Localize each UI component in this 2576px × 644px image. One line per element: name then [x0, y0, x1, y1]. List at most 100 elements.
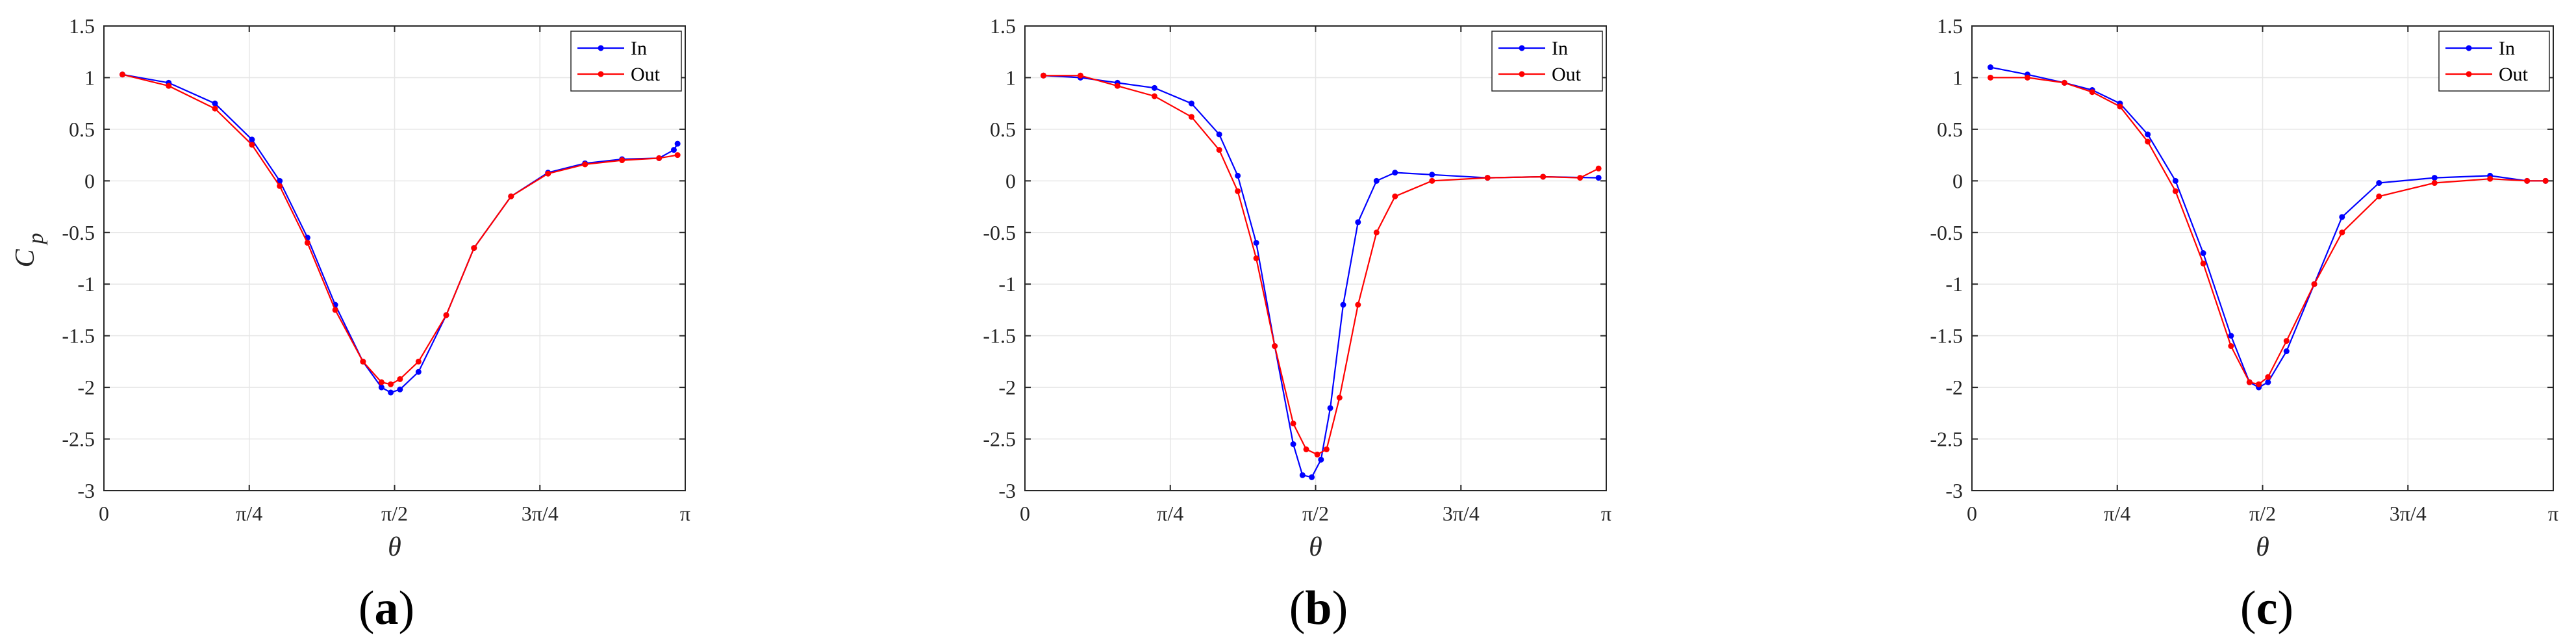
data-point-out	[674, 152, 681, 159]
series-line-in	[1043, 75, 1599, 478]
data-point-out	[2311, 281, 2317, 287]
data-point-out	[332, 307, 338, 313]
data-point-in	[2283, 348, 2290, 354]
data-point-in	[1340, 302, 1346, 308]
data-point-in	[1309, 474, 1315, 480]
y-tick-label: 1	[84, 66, 95, 89]
legend: In Out	[2438, 31, 2550, 92]
y-tick-label: 0	[1005, 169, 1016, 192]
data-point-in	[1253, 240, 1259, 246]
data-point-out	[1484, 175, 1491, 181]
data-point-out	[2376, 193, 2382, 200]
legend-label-out: Out	[1552, 64, 1582, 85]
data-point-out	[1577, 175, 1584, 181]
data-point-out	[1114, 83, 1120, 89]
data-point-out	[1253, 255, 1259, 261]
legend: In Out	[1491, 31, 1603, 92]
data-point-in	[1188, 100, 1194, 107]
y-tick-label: -2.5	[1930, 428, 1963, 451]
y-tick-label: -0.5	[62, 221, 95, 244]
x-tick-label: π	[1601, 502, 1611, 525]
panel-label: (b)	[1289, 582, 1348, 635]
y-tick-label: -3	[998, 479, 1016, 502]
y-tick-label: -2	[998, 376, 1016, 399]
data-point-in	[415, 368, 422, 375]
y-tick-label: 0.5	[69, 118, 95, 141]
data-point-out	[1323, 446, 1330, 452]
x-tick-label: π/2	[1302, 502, 1329, 525]
data-point-out	[1429, 177, 1435, 184]
data-point-in	[212, 100, 218, 107]
legend-box	[570, 31, 682, 92]
data-point-out	[119, 71, 125, 78]
legend-label-in: In	[1552, 38, 1568, 59]
legend-label-in: In	[2499, 38, 2515, 59]
y-tick-label: -2.5	[983, 428, 1016, 451]
y-axis-label-subscript: p	[24, 233, 48, 246]
data-point-out	[2172, 188, 2178, 194]
x-tick-label: 3π/4	[2390, 502, 2427, 525]
y-tick-label: 0.5	[990, 118, 1016, 141]
y-tick-label: -0.5	[1930, 221, 1963, 244]
data-point-out	[2256, 381, 2262, 387]
series-line-out	[1990, 77, 2546, 385]
data-point-out	[249, 142, 255, 148]
data-point-in	[1595, 175, 1602, 181]
legend: In Out	[570, 31, 682, 92]
data-point-out	[1336, 394, 1343, 401]
data-point-out	[166, 83, 172, 89]
data-point-out	[508, 193, 514, 200]
data-point-in	[397, 386, 403, 393]
legend-label-out: Out	[2499, 64, 2529, 85]
data-point-in	[2145, 131, 2151, 138]
data-point-out	[2524, 177, 2531, 184]
data-point-in	[1318, 456, 1324, 463]
series-line-out	[1043, 75, 1599, 456]
data-point-out	[2117, 103, 2123, 110]
data-point-out	[2145, 138, 2151, 145]
data-point-in	[2200, 250, 2206, 257]
data-point-out	[2265, 374, 2271, 380]
data-point-out	[1077, 72, 1083, 79]
legend-marker-in	[1519, 45, 1525, 51]
data-point-out	[1540, 174, 1547, 180]
data-point-out	[1235, 188, 1241, 194]
data-point-in	[2431, 175, 2438, 181]
data-point-out	[2487, 175, 2494, 182]
data-point-out	[1216, 147, 1222, 153]
data-point-out	[1355, 302, 1361, 308]
y-tick-label: -1	[1945, 272, 1963, 296]
series-out	[1987, 74, 2549, 387]
y-tick-label: 1.5	[69, 14, 95, 38]
y-tick-label: -3	[1945, 479, 1963, 502]
y-tick-label: 1.5	[1937, 14, 1963, 38]
data-point-in	[2228, 333, 2234, 339]
data-point-out	[1290, 420, 1296, 427]
data-point-in	[670, 147, 677, 153]
x-tick-label: 0	[1020, 502, 1030, 525]
data-point-out	[1040, 72, 1046, 79]
legend-marker-out	[2466, 71, 2472, 77]
y-tick-label: -1.5	[983, 324, 1016, 348]
data-point-out	[2061, 79, 2067, 86]
data-point-out	[2024, 74, 2030, 81]
series-out	[1040, 72, 1602, 457]
series-in	[1987, 64, 2549, 391]
x-tick-label: π/2	[2249, 502, 2276, 525]
data-point-out	[656, 155, 663, 161]
series-line-in	[1990, 66, 2546, 389]
data-point-in	[378, 384, 385, 391]
x-tick-label: 0	[1967, 502, 1977, 525]
data-point-out	[1595, 165, 1602, 172]
data-point-out	[378, 379, 385, 385]
data-point-in	[1151, 84, 1157, 91]
chart-panel-c: 0 π/4 π/2 3π/4 π 1.5 1 0.5 0 -0.5 -1 -1.5 -2 -2.5 -3 θ I…	[1930, 14, 2558, 635]
y-tick-label: 0.5	[1937, 118, 1963, 141]
data-point-out	[304, 240, 310, 246]
data-point-in	[2339, 214, 2345, 220]
data-point-in	[2376, 180, 2382, 187]
legend-label-in: In	[631, 38, 647, 59]
series-line-in	[122, 73, 679, 394]
data-point-in	[674, 140, 681, 147]
y-tick-label: -1.5	[1930, 324, 1963, 348]
